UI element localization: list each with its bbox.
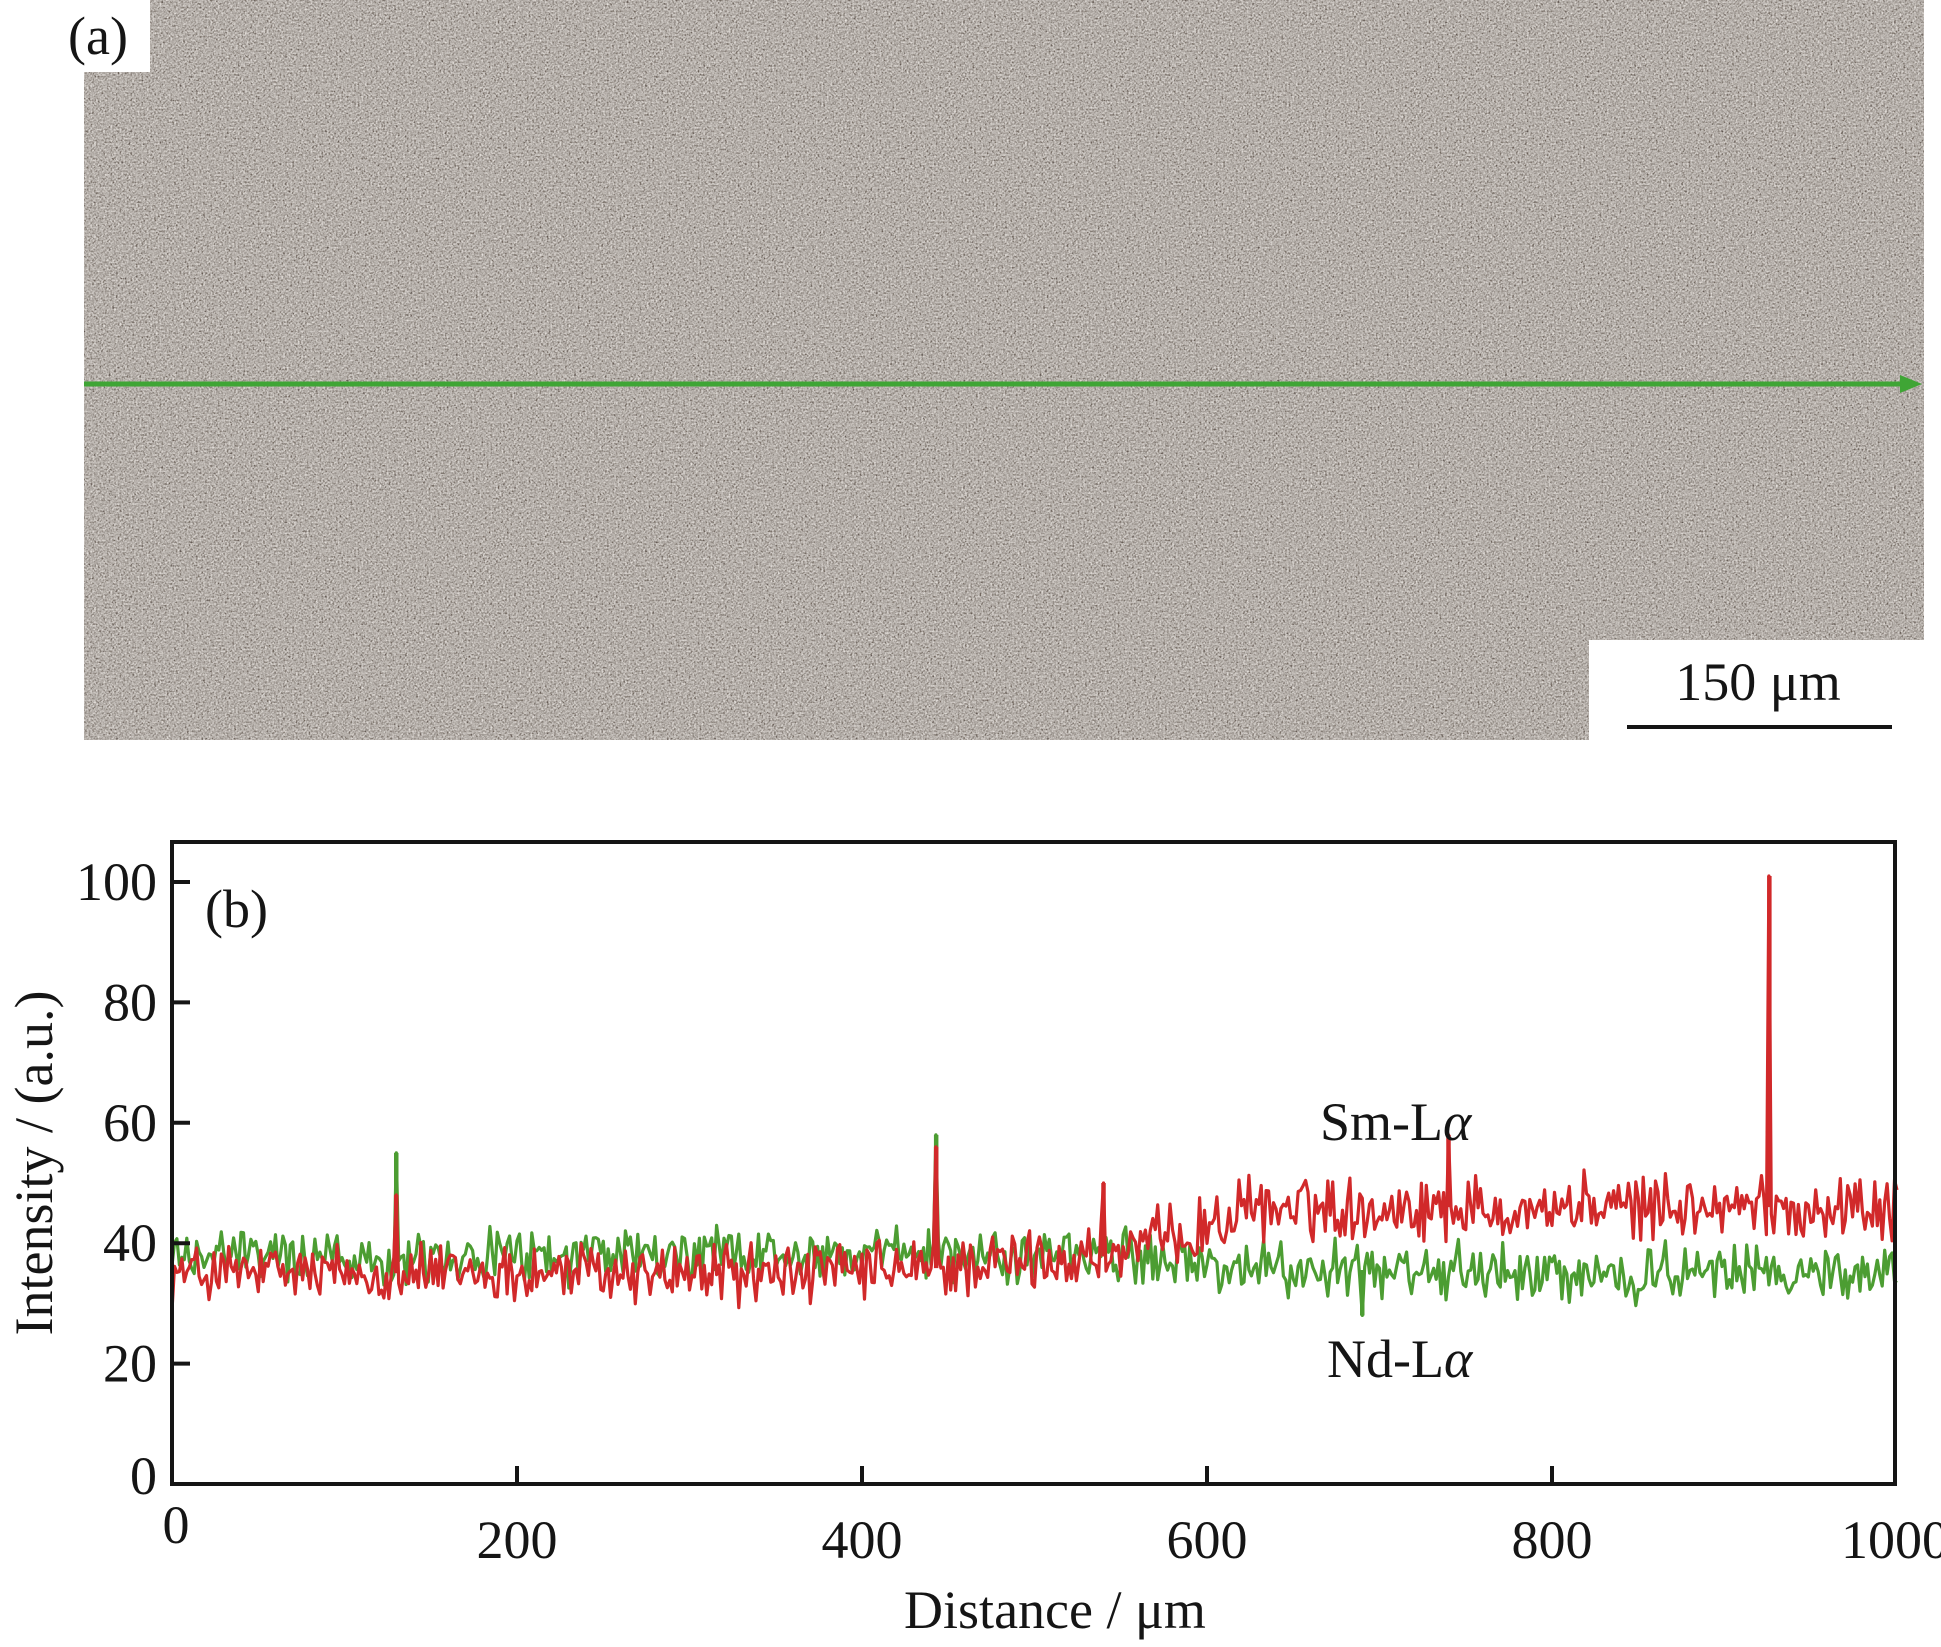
x-tick-label: 800 — [1512, 1510, 1593, 1570]
line-scan-arrow-icon — [1900, 375, 1922, 393]
sem-image — [84, 0, 1924, 740]
series-label-sm-text: Sm-L — [1320, 1092, 1443, 1152]
panel-b-label: (b) — [205, 879, 268, 939]
left-margin — [0, 72, 84, 742]
panel-a-label: (a) — [68, 6, 128, 66]
y-tick-label: 20 — [103, 1334, 157, 1394]
x-axis-label: Distance / μm — [904, 1580, 1206, 1640]
x-tick-label: 400 — [822, 1510, 903, 1570]
y-tick-label: 60 — [103, 1093, 157, 1153]
series-label-sm: Sm-Lα — [1320, 1092, 1473, 1152]
series-line-nd-la — [170, 1133, 1898, 1317]
y-tick-label: 100 — [76, 852, 157, 912]
y-tick-label: 80 — [103, 972, 157, 1032]
sem-micrograph-panel: (a) 150 μm — [0, 0, 1941, 745]
x-tick-label: 200 — [477, 1510, 558, 1570]
y-tick-label: 40 — [103, 1213, 157, 1273]
panel-a-label-background — [0, 0, 150, 72]
series-line-sm-la — [170, 874, 1899, 1311]
scale-bar-label: 150 μm — [1675, 652, 1840, 712]
series-label-nd: Nd-Lα — [1327, 1329, 1474, 1389]
plot-frame — [170, 840, 1897, 1486]
series-label-nd-alpha: α — [1444, 1329, 1474, 1389]
x-tick-label: 0 — [163, 1495, 190, 1555]
x-tick-label: 1000 — [1841, 1510, 1941, 1570]
y-axis-label: Intensity / (a.u.) — [4, 991, 64, 1336]
y-tick-label: 0 — [130, 1446, 157, 1506]
series-label-sm-alpha: α — [1443, 1092, 1473, 1152]
x-tick-label: 600 — [1167, 1510, 1248, 1570]
series-layer — [170, 874, 1899, 1317]
series-label-nd-text: Nd-L — [1327, 1329, 1444, 1389]
